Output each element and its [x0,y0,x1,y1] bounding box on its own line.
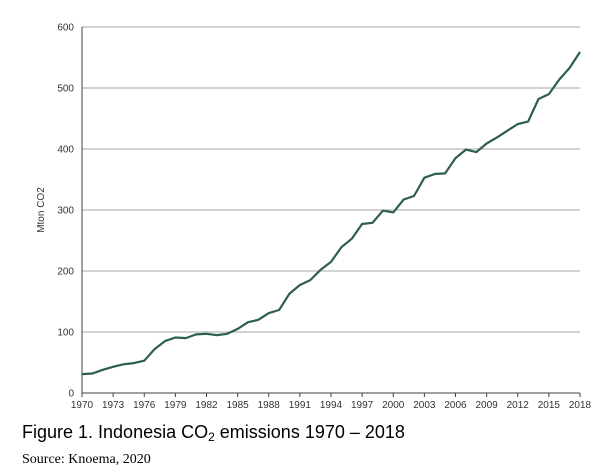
line-chart: 0 100 200 300 400 500 600 1970 1973 1976 1979 1982… [36,23,592,412]
x-tick-label-1991: 1991 [289,400,312,411]
caption-subscript: 2 [208,430,215,444]
caption-suffix: emissions 1970 – 2018 [214,422,405,442]
x-tick-label-1976: 1976 [133,400,156,411]
y-axis-ticks: 0 100 200 300 400 500 600 [57,23,74,400]
figure-source: Source: Knoema, 2020 [22,452,151,467]
y-tick-label-300: 300 [57,206,74,217]
x-tick-label-1973: 1973 [102,400,125,411]
y-axis-label: Mton CO2 [36,187,47,233]
x-tick-label-1997: 1997 [351,400,374,411]
y-tick-label-500: 500 [57,84,74,95]
x-tick-label-2015: 2015 [538,400,561,411]
x-tick-label-1994: 1994 [320,400,343,411]
y-tick-label-200: 200 [57,267,74,278]
y-tick-label-600: 600 [57,23,74,34]
caption-prefix: Figure 1. Indonesia CO [22,422,209,442]
x-tick-label-2018: 2018 [569,400,592,411]
x-tick-label-2003: 2003 [413,400,436,411]
x-tick-label-1988: 1988 [258,400,281,411]
y-tick-label-0: 0 [68,389,74,400]
series-line [81,51,581,376]
x-tick-label-1985: 1985 [227,400,250,411]
chart-gridlines [82,26,580,333]
x-tick-label-1979: 1979 [164,400,187,411]
x-tick-label-2012: 2012 [507,400,530,411]
x-tick-label-2000: 2000 [382,400,405,411]
y-tick-label-100: 100 [57,328,74,339]
figure-caption: Figure 1. Indonesia CO2 emissions 1970 –… [22,422,405,444]
x-axis-ticks: 1970 1973 1976 1979 1982 1985 1988 1991 1994 1997… [71,393,592,411]
x-tick-label-1970: 1970 [71,400,94,411]
x-tick-label-2006: 2006 [444,400,467,411]
x-tick-label-2009: 2009 [476,400,499,411]
y-tick-label-400: 400 [57,145,74,156]
x-tick-label-1982: 1982 [195,400,218,411]
